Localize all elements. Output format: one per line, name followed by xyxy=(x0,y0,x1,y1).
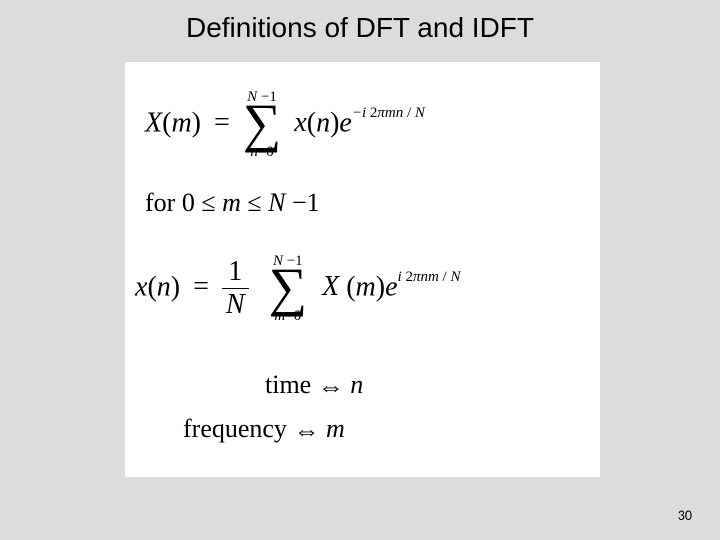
for-label: for xyxy=(145,188,182,217)
idft-sum: N −1 ∑ m=0 xyxy=(269,254,308,324)
idft-fraction: 1 N xyxy=(222,258,249,319)
dft-equation: X(m) = N −1 ∑ n=0 x(n)e−i 2πmn / N xyxy=(145,90,425,160)
double-arrow-icon: ⇔ xyxy=(318,372,351,401)
time-mapping: time ⇔ n xyxy=(265,370,363,402)
idft-exponent: i 2πnm / N xyxy=(398,269,461,285)
math-content-box: X(m) = N −1 ∑ n=0 x(n)e−i 2πmn / N for 0… xyxy=(125,62,600,477)
dft-range: for 0 ≤ m ≤ N −1 xyxy=(145,188,320,218)
slide: Definitions of DFT and IDFT X(m) = N −1 … xyxy=(0,0,720,540)
dft-sum: N −1 ∑ n=0 xyxy=(243,90,282,160)
frequency-mapping: frequency ⇔ m xyxy=(183,414,345,446)
idft-equation: x(n) = 1 N N −1 ∑ m=0 X (m)ei 2πnm / N xyxy=(135,254,460,324)
page-number: 30 xyxy=(678,507,692,524)
double-arrow-icon: ⇔ xyxy=(293,416,326,445)
slide-title: Definitions of DFT and IDFT xyxy=(0,12,720,44)
dft-exponent: −i 2πmn / N xyxy=(352,105,425,121)
